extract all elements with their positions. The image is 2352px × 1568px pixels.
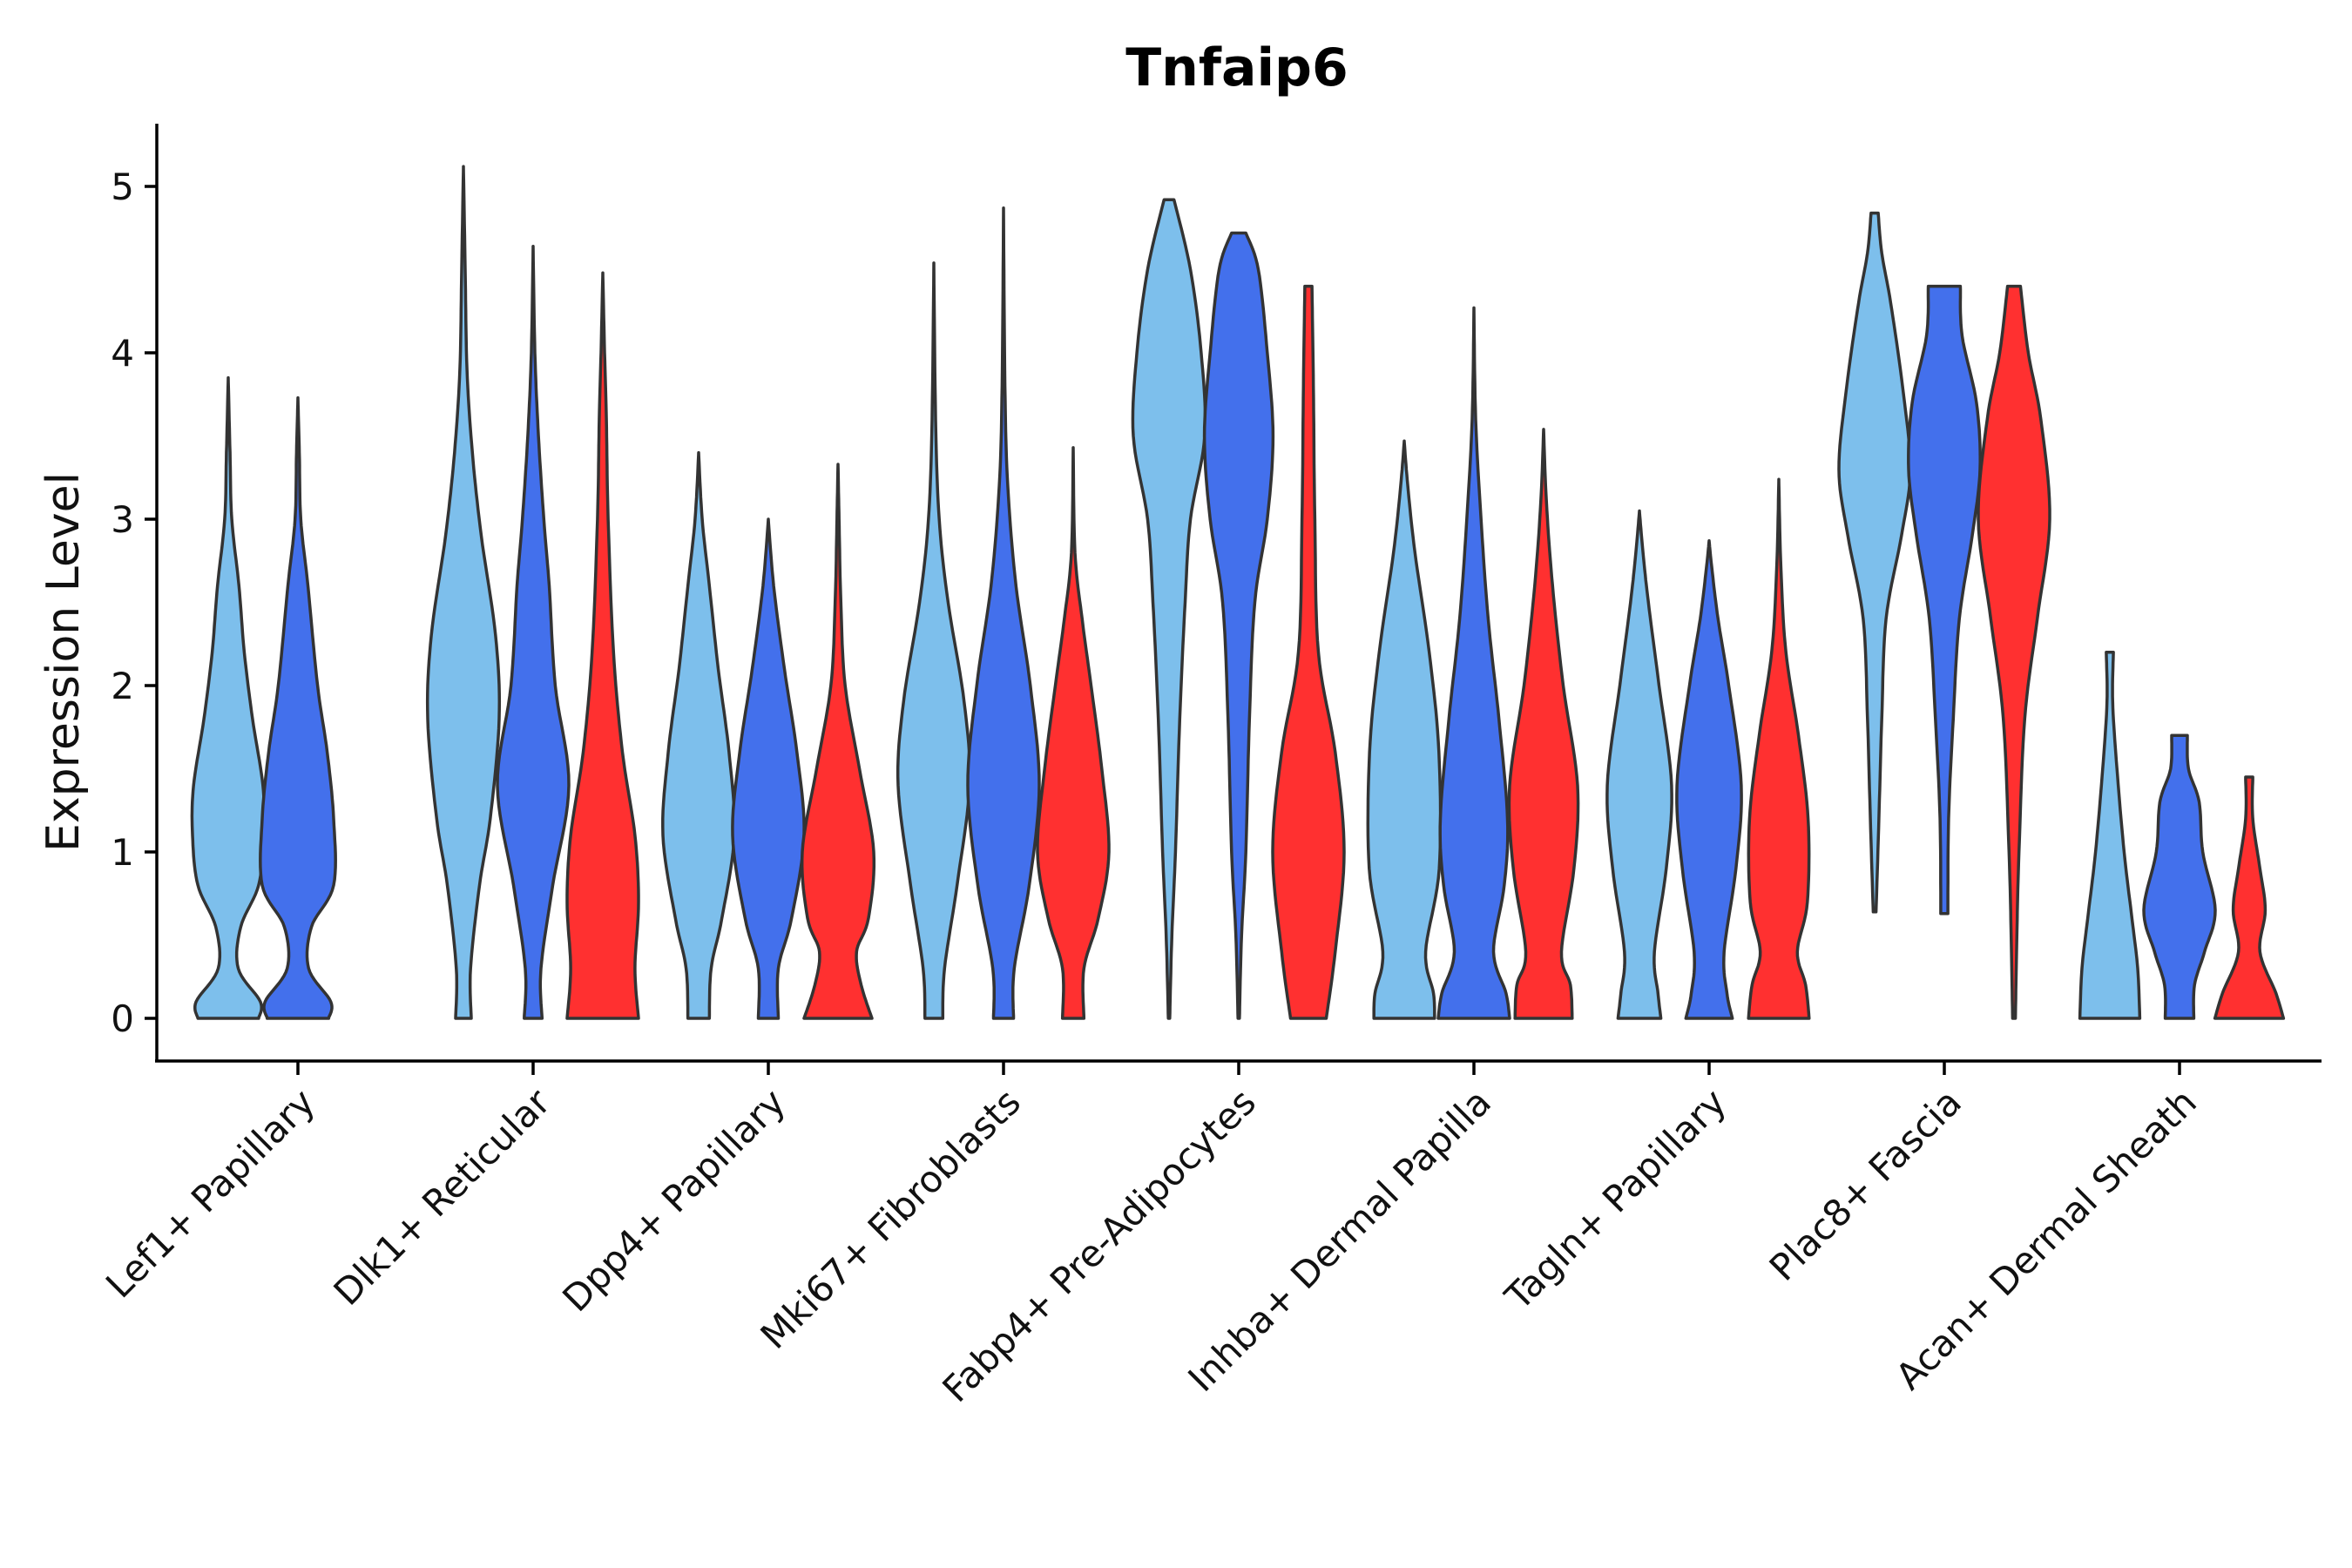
violin-condition-2 xyxy=(731,517,806,1020)
violin-condition-1 xyxy=(1131,198,1207,1020)
x-tick-label: Lef1+ Papillary xyxy=(98,1080,323,1306)
violin-condition-1 xyxy=(1366,439,1443,1020)
y-tick-label: 1 xyxy=(111,831,134,874)
violin-condition-1 xyxy=(2078,651,2142,1020)
violin-condition-3 xyxy=(1036,446,1111,1020)
y-tick-label: 3 xyxy=(111,498,134,541)
y-tick-label: 0 xyxy=(111,997,134,1040)
y-tick-label: 5 xyxy=(111,166,134,208)
violin-condition-2 xyxy=(966,206,1041,1020)
violin-condition-1 xyxy=(1605,509,1673,1020)
y-tick-label: 2 xyxy=(111,665,134,707)
violin-condition-3 xyxy=(2213,775,2286,1020)
violin-condition-1 xyxy=(896,261,972,1020)
x-tick-label: Dlk1+ Reticular xyxy=(326,1080,559,1314)
x-tick-label: Dpp4+ Papillary xyxy=(554,1080,794,1320)
violin-condition-1 xyxy=(190,375,267,1020)
violin-condition-1 xyxy=(1837,211,1912,914)
violin-condition-2 xyxy=(259,395,337,1020)
violin-condition-3 xyxy=(1977,284,2051,1020)
violin-condition-1 xyxy=(425,165,502,1020)
violin-condition-2 xyxy=(1675,539,1743,1020)
violin-condition-2 xyxy=(2142,733,2217,1020)
y-axis-title: Expression Level xyxy=(37,472,90,852)
violin-condition-1 xyxy=(661,450,736,1020)
violin-condition-2 xyxy=(1436,306,1511,1020)
violin-condition-3 xyxy=(1747,477,1811,1020)
violin-condition-2 xyxy=(1202,231,1275,1020)
x-tick-label: Plac8+ Fascia xyxy=(1761,1080,1970,1288)
y-tick-label: 4 xyxy=(111,332,134,375)
violin-condition-3 xyxy=(565,271,640,1020)
violin-condition-3 xyxy=(800,463,876,1020)
violins-layer xyxy=(190,165,2286,1020)
violin-condition-2 xyxy=(1907,284,1982,916)
x-tick-label: Mki67+ Fibroblasts xyxy=(753,1080,1029,1356)
violin-condition-3 xyxy=(1507,428,1580,1020)
chart-title: Tnfaip6 xyxy=(1125,37,1348,98)
violin-condition-3 xyxy=(1271,284,1346,1020)
x-tick-label: Tagln+ Papillary xyxy=(1497,1080,1734,1318)
violin-condition-2 xyxy=(496,245,571,1020)
y-ticks-layer: 0 1 2 3 4 5 xyxy=(111,166,157,1040)
